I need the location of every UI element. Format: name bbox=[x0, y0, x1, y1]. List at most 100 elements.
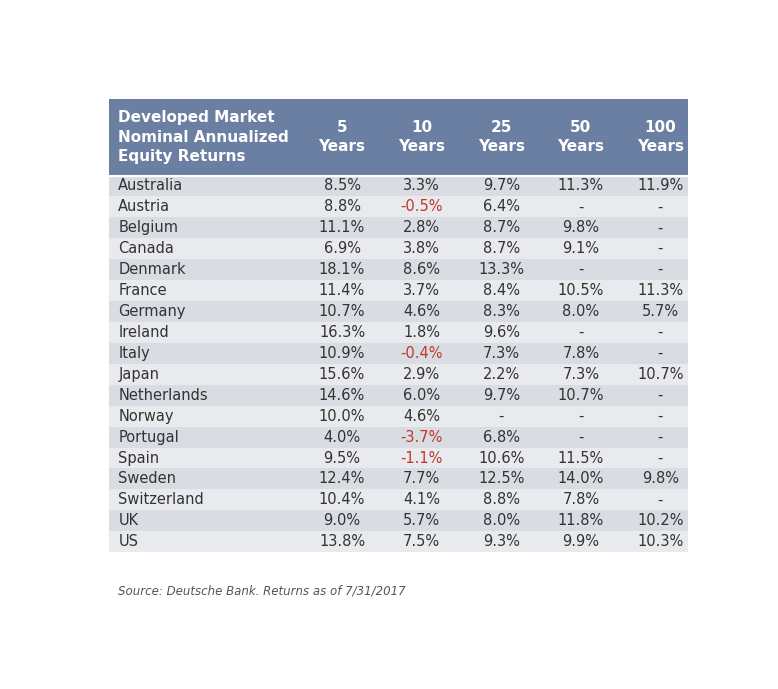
Bar bbox=[109, 343, 688, 364]
Text: 8.8%: 8.8% bbox=[482, 493, 520, 507]
Text: Switzerland: Switzerland bbox=[118, 493, 204, 507]
Bar bbox=[109, 280, 688, 301]
Text: 7.8%: 7.8% bbox=[562, 346, 599, 361]
Text: 10.4%: 10.4% bbox=[319, 493, 365, 507]
Text: 8.6%: 8.6% bbox=[403, 263, 440, 277]
Text: 10.6%: 10.6% bbox=[478, 451, 524, 466]
Text: 11.1%: 11.1% bbox=[319, 220, 365, 236]
Text: -: - bbox=[657, 493, 663, 507]
Text: US: US bbox=[118, 534, 138, 549]
Text: Norway: Norway bbox=[118, 409, 173, 424]
Text: -0.5%: -0.5% bbox=[401, 199, 443, 214]
Text: 8.4%: 8.4% bbox=[482, 283, 520, 298]
Text: 12.5%: 12.5% bbox=[478, 471, 524, 486]
Text: Australia: Australia bbox=[118, 178, 184, 194]
Text: 9.5%: 9.5% bbox=[324, 451, 360, 466]
Text: 11.8%: 11.8% bbox=[558, 513, 604, 528]
Text: -: - bbox=[499, 409, 504, 424]
Text: -: - bbox=[657, 346, 663, 361]
Text: 18.1%: 18.1% bbox=[319, 263, 365, 277]
Text: 11.9%: 11.9% bbox=[637, 178, 684, 194]
Text: 9.8%: 9.8% bbox=[562, 220, 599, 236]
Text: 9.7%: 9.7% bbox=[482, 178, 520, 194]
Text: 5.7%: 5.7% bbox=[403, 513, 440, 528]
Bar bbox=[109, 384, 688, 406]
Text: Source: Deutsche Bank. Returns as of 7/31/2017: Source: Deutsche Bank. Returns as of 7/3… bbox=[118, 584, 406, 597]
Text: 10
Years: 10 Years bbox=[398, 120, 445, 154]
Text: 6.4%: 6.4% bbox=[482, 199, 520, 214]
Text: 10.0%: 10.0% bbox=[319, 409, 366, 424]
Text: 5.7%: 5.7% bbox=[642, 304, 679, 319]
Text: Spain: Spain bbox=[118, 451, 159, 466]
Text: 6.0%: 6.0% bbox=[403, 388, 440, 403]
Text: Sweden: Sweden bbox=[118, 471, 177, 486]
Bar bbox=[109, 531, 688, 552]
Text: 1.8%: 1.8% bbox=[403, 325, 440, 340]
Text: 8.0%: 8.0% bbox=[482, 513, 520, 528]
Text: 2.2%: 2.2% bbox=[482, 367, 520, 382]
Text: 16.3%: 16.3% bbox=[319, 325, 365, 340]
Text: 3.3%: 3.3% bbox=[403, 178, 440, 194]
Text: 10.9%: 10.9% bbox=[319, 346, 365, 361]
Bar bbox=[109, 426, 688, 448]
Text: 9.7%: 9.7% bbox=[482, 388, 520, 403]
Text: 14.6%: 14.6% bbox=[319, 388, 365, 403]
Bar bbox=[109, 448, 688, 469]
Text: 11.3%: 11.3% bbox=[637, 283, 683, 298]
Text: Ireland: Ireland bbox=[118, 325, 169, 340]
Text: Denmark: Denmark bbox=[118, 263, 186, 277]
Text: 6.9%: 6.9% bbox=[324, 241, 360, 256]
Bar bbox=[109, 238, 688, 259]
Text: 10.5%: 10.5% bbox=[558, 283, 604, 298]
Text: 8.7%: 8.7% bbox=[482, 220, 520, 236]
Text: -3.7%: -3.7% bbox=[401, 430, 443, 444]
Text: 6.8%: 6.8% bbox=[482, 430, 520, 444]
Text: 100
Years: 100 Years bbox=[637, 120, 684, 154]
Text: 2.9%: 2.9% bbox=[403, 367, 440, 382]
Text: 7.7%: 7.7% bbox=[403, 471, 440, 486]
Text: 9.1%: 9.1% bbox=[562, 241, 599, 256]
Text: Developed Market
Nominal Annualized
Equity Returns: Developed Market Nominal Annualized Equi… bbox=[118, 110, 289, 165]
Text: Portugal: Portugal bbox=[118, 430, 179, 444]
Text: Netherlands: Netherlands bbox=[118, 388, 208, 403]
Text: -: - bbox=[578, 199, 584, 214]
Bar bbox=[109, 217, 688, 238]
Text: -: - bbox=[657, 388, 663, 403]
Text: 11.4%: 11.4% bbox=[319, 283, 365, 298]
Text: 8.0%: 8.0% bbox=[562, 304, 599, 319]
Text: 4.1%: 4.1% bbox=[403, 493, 440, 507]
Text: 10.7%: 10.7% bbox=[637, 367, 684, 382]
Text: 7.3%: 7.3% bbox=[482, 346, 520, 361]
Bar bbox=[109, 511, 688, 531]
Text: 3.7%: 3.7% bbox=[403, 283, 440, 298]
Text: -: - bbox=[657, 451, 663, 466]
Text: Belgium: Belgium bbox=[118, 220, 178, 236]
Text: 10.7%: 10.7% bbox=[558, 388, 604, 403]
Text: 8.7%: 8.7% bbox=[482, 241, 520, 256]
Text: 25
Years: 25 Years bbox=[478, 120, 524, 154]
Text: 13.3%: 13.3% bbox=[478, 263, 524, 277]
Text: -: - bbox=[657, 199, 663, 214]
Text: 11.5%: 11.5% bbox=[558, 451, 604, 466]
Text: 5
Years: 5 Years bbox=[318, 120, 366, 154]
Text: UK: UK bbox=[118, 513, 138, 528]
Text: 4.0%: 4.0% bbox=[324, 430, 361, 444]
Text: -: - bbox=[578, 325, 584, 340]
Text: 15.6%: 15.6% bbox=[319, 367, 365, 382]
Text: 8.5%: 8.5% bbox=[324, 178, 360, 194]
Text: 11.3%: 11.3% bbox=[558, 178, 604, 194]
Bar bbox=[109, 489, 688, 511]
Text: Italy: Italy bbox=[118, 346, 150, 361]
Bar bbox=[109, 406, 688, 426]
Text: -: - bbox=[657, 409, 663, 424]
Text: 4.6%: 4.6% bbox=[403, 304, 440, 319]
Text: -: - bbox=[578, 409, 584, 424]
Text: -: - bbox=[578, 430, 584, 444]
Text: 9.9%: 9.9% bbox=[562, 534, 599, 549]
Text: 13.8%: 13.8% bbox=[319, 534, 365, 549]
Text: -: - bbox=[657, 263, 663, 277]
Text: Japan: Japan bbox=[118, 367, 159, 382]
Text: 14.0%: 14.0% bbox=[558, 471, 604, 486]
Text: -: - bbox=[578, 263, 584, 277]
Text: 3.8%: 3.8% bbox=[403, 241, 440, 256]
